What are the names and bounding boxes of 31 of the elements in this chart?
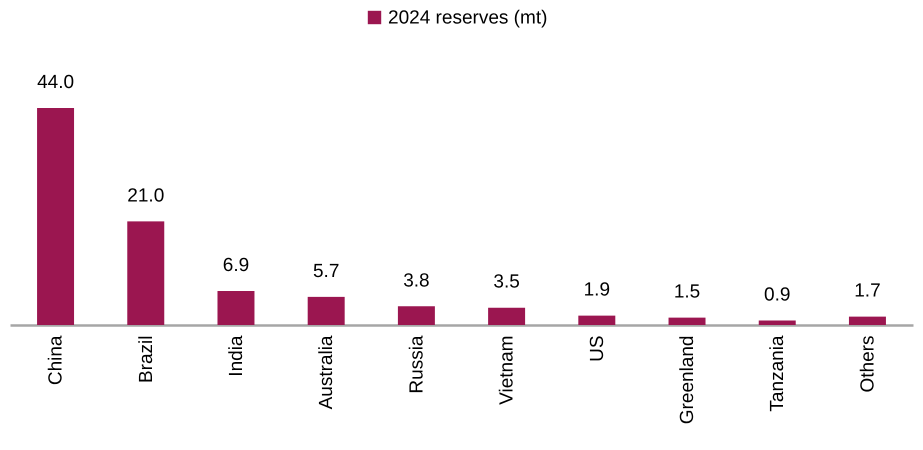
x-tick-label: India [226,335,247,377]
x-tick-label: US [586,336,608,362]
bar [758,320,796,325]
bar [37,108,74,325]
data-label: 6.9 [222,254,250,276]
data-label: 1.5 [674,282,700,303]
bar [488,308,526,325]
data-label: 3.5 [493,272,520,293]
bar [668,318,706,325]
x-tick-label: Australia [316,335,338,410]
bar [308,296,345,325]
x-tick-label: Russia [406,335,428,394]
data-label: 5.7 [312,260,340,282]
data-label: 21.0 [127,185,164,206]
data-label: 0.9 [764,284,790,306]
bar [398,306,435,325]
x-tick-label: Others [857,336,878,393]
bar [217,290,254,325]
legend-label: 2024 reserves (mt) [388,8,548,28]
bar [848,316,886,325]
data-label: 1.9 [584,280,610,301]
x-tick-label: Vietnam [496,336,518,405]
bar [127,221,164,325]
x-tick-label: Brazil [136,336,157,384]
x-tick-label: China [46,335,67,386]
x-tick-label: Greenland [677,336,698,424]
bar [578,316,616,325]
data-label: 1.7 [854,280,881,302]
data-label: 3.8 [403,270,430,292]
data-label: 44.0 [37,72,74,93]
x-tick-label: Tanzania [767,335,788,412]
